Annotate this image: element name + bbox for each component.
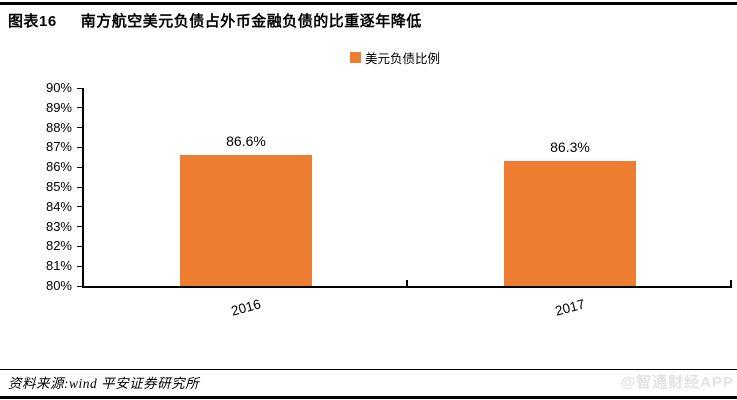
legend-label: 美元负债比例 bbox=[365, 52, 441, 66]
x-axis-tick-mark bbox=[406, 280, 408, 286]
bar-chart-plot-area: 90% 89% 88% 87% 86% 85% 84% 83% 82% 81% 80% 86.6% 20… bbox=[46, 80, 732, 319]
figure-number: 图表16 bbox=[8, 13, 57, 30]
y-axis-tick-label: 80% bbox=[45, 278, 72, 293]
y-axis-tick-label: 84% bbox=[45, 198, 72, 214]
y-axis-tick-label: 89% bbox=[45, 99, 72, 115]
y-axis-tick-mark bbox=[77, 226, 84, 228]
y-axis-tick-label: 81% bbox=[45, 258, 72, 274]
source-note: 资料来源:wind 平安证券研究所 bbox=[8, 376, 200, 391]
y-axis-tick-label: 83% bbox=[45, 218, 72, 234]
y-axis-tick-label: 87% bbox=[45, 139, 72, 155]
y-axis-tick-mark bbox=[77, 285, 84, 287]
y-axis-tick-mark bbox=[77, 87, 84, 89]
bar-value-label: 86.6% bbox=[226, 133, 266, 150]
y-axis-tick-mark bbox=[77, 127, 84, 129]
y-axis-tick-mark bbox=[77, 206, 84, 208]
bottom-divider bbox=[0, 396, 737, 399]
x-axis-category-label: 2016 bbox=[229, 296, 263, 319]
bar-value-label: 86.3% bbox=[550, 139, 590, 156]
bar-2016 bbox=[179, 155, 313, 286]
x-axis-category-label: 2017 bbox=[553, 296, 587, 319]
y-axis-tick-label: 88% bbox=[45, 119, 72, 135]
y-axis-tick-label: 82% bbox=[45, 238, 72, 254]
y-axis-tick-label: 86% bbox=[45, 159, 72, 175]
watermark: @智通财经APP bbox=[620, 374, 734, 391]
y-axis-tick-mark bbox=[77, 107, 84, 109]
y-axis-tick-mark bbox=[77, 265, 84, 267]
footer-divider bbox=[0, 369, 737, 370]
y-axis-tick-mark bbox=[77, 186, 84, 188]
y-axis-tick-label: 90% bbox=[45, 80, 72, 95]
figure-header: 图表16 南方航空美元负债占外币金融负债的比重逐年降低 bbox=[8, 10, 422, 31]
y-axis-tick-label: 85% bbox=[45, 179, 72, 194]
top-divider bbox=[0, 2, 737, 5]
legend-swatch-icon bbox=[350, 52, 361, 63]
chart-legend: 美元负债比例 bbox=[350, 48, 440, 67]
y-axis-tick-mark bbox=[77, 166, 84, 168]
x-axis-tick-mark bbox=[730, 280, 732, 286]
figure-title: 南方航空美元负债占外币金融负债的比重逐年降低 bbox=[80, 13, 422, 30]
y-axis-tick-mark bbox=[77, 146, 84, 148]
y-axis-tick-mark bbox=[77, 245, 84, 247]
bar-2017 bbox=[503, 161, 637, 286]
